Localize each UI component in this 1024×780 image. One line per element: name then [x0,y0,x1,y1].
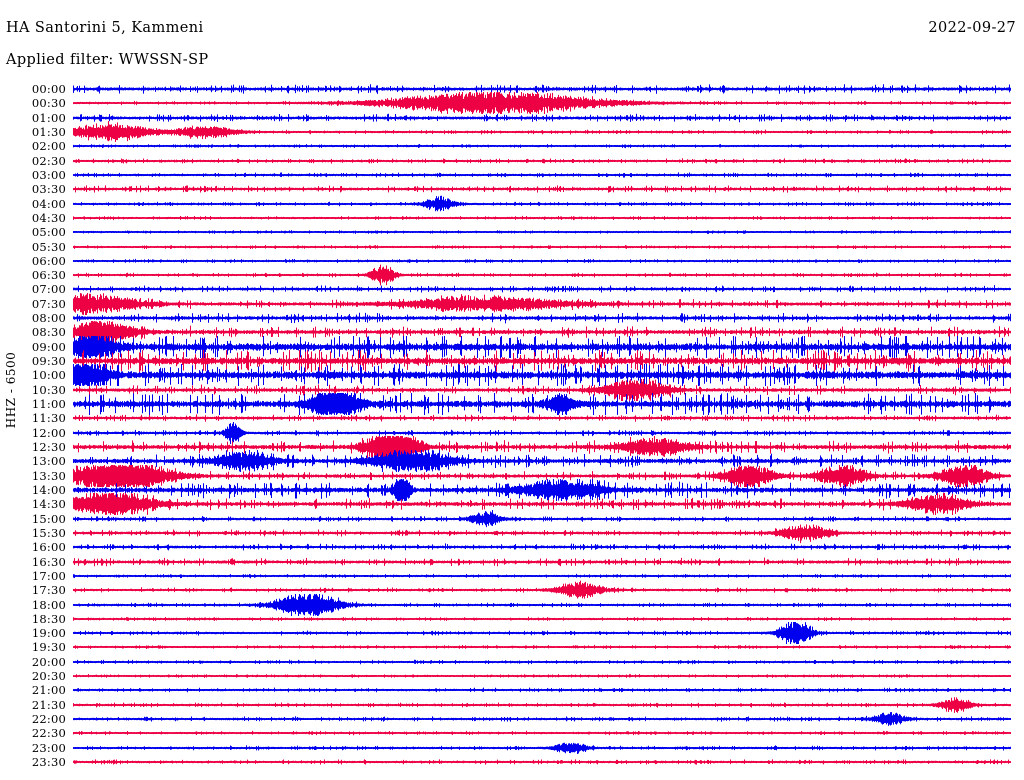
trace-row-time-label: 04:00 [31,196,66,211]
trace-grid: 00:00 00:30 01:00 01:30 02:00 02:30 03:00 03:30… [0,78,1024,774]
trace-row-time-label: 09:30 [31,354,66,369]
trace-row-time-label: 05:00 [31,225,66,240]
trace-row-time-label: 16:00 [31,540,66,555]
trace-row-time-label: 05:30 [31,239,66,254]
trace-row-time-label: 10:00 [31,368,66,383]
trace-row-time-label: 03:30 [31,182,66,197]
trace-row-time-label: 19:00 [31,626,66,641]
trace-row-time-label: 08:00 [31,311,66,326]
trace-row-time-label: 11:30 [31,411,66,426]
trace-row-time-label: 02:00 [31,139,66,154]
trace-row-time-label: 12:30 [31,440,66,454]
trace-row-time-label: 17:00 [31,568,66,583]
record-date: 2022-09-27 [928,20,1016,36]
trace-row-time-label: 15:30 [31,525,66,540]
trace-row-time-label: 21:00 [31,683,66,698]
trace-row-time-label: 00:00 [31,82,66,96]
trace-row-time-label: 06:30 [31,268,66,283]
trace-row-time-label: 00:30 [31,96,66,111]
trace-row-time-label: 07:00 [31,282,66,297]
trace-row-time-label: 13:00 [31,454,66,469]
trace-row-time-label: 10:30 [31,382,66,397]
trace-row-time-label: 07:30 [31,296,66,311]
trace-row-time-label: 08:30 [31,325,66,340]
trace-row-time-label: 14:00 [31,482,66,497]
trace-row-time-label: 22:00 [31,712,66,727]
trace-row: 23:30 [0,751,1024,774]
trace-waveform [73,751,1011,774]
trace-row-time-label: 23:00 [31,740,66,755]
trace-row-time-label: 02:30 [31,153,66,168]
trace-row-time-label: 20:00 [31,654,66,669]
trace-row-time-label: 18:30 [31,611,66,626]
trace-row-time-label: 09:00 [31,339,66,354]
trace-row-time-label: 06:00 [31,253,66,268]
trace-row-time-label: 17:30 [31,583,66,598]
trace-row-time-label: 16:30 [31,554,66,569]
trace-row-time-label: 01:30 [31,124,66,139]
trace-row-time-label: 03:00 [31,167,66,182]
trace-row-time-label: 23:30 [31,755,66,770]
trace-row-time-label: 21:30 [31,697,66,712]
applied-filter-label: Applied filter: WWSSN-SP [6,52,209,68]
trace-row-time-label: 13:30 [31,468,66,483]
trace-row-time-label: 14:30 [31,497,66,512]
trace-row-time-label: 19:30 [31,640,66,655]
trace-row-time-label: 11:00 [31,397,66,412]
page-title: HA Santorini 5, Kammeni [6,20,204,36]
trace-row-time-label: 15:00 [31,511,66,526]
trace-row-time-label: 20:30 [31,669,66,684]
trace-row-time-label: 01:00 [31,110,66,125]
trace-row-time-label: 22:30 [31,726,66,741]
trace-row-time-label: 12:00 [31,425,66,440]
trace-row-time-label: 04:30 [31,210,66,225]
trace-row-time-label: 18:00 [31,597,66,612]
